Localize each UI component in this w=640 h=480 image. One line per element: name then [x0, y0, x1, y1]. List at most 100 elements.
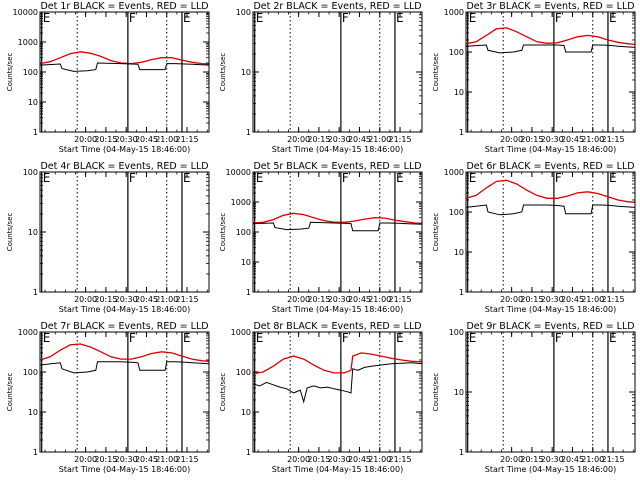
- x-axis-label: Start Time (04-May-15 18:46:00): [272, 465, 403, 474]
- detector-panel-4: Det 4r BLACK = Events, RED = LLD Counts/s…: [6, 161, 210, 314]
- panel-title: Det 3r BLACK = Events, RED = LLD: [466, 1, 634, 12]
- plot-frame: [39, 331, 210, 453]
- x-tick-label: 21:15: [601, 295, 624, 304]
- panel-title: Det 6r BLACK = Events, RED = LLD: [466, 161, 634, 172]
- x-tick-label: 21:15: [388, 135, 411, 144]
- panel-title: Det 9r BLACK = Events, RED = LLD: [466, 321, 634, 332]
- x-tick-label: 21:15: [388, 295, 411, 304]
- x-tick-label: 20:45: [135, 295, 158, 304]
- x-tick-label: 20:45: [561, 295, 584, 304]
- y-tick-label: 10000: [226, 168, 251, 177]
- event-marker-label: E: [469, 331, 477, 345]
- event-marker-label: E: [396, 171, 404, 185]
- events-series-line: [252, 221, 423, 232]
- x-tick-label: 21:00: [368, 135, 391, 144]
- y-tick-label: 100: [23, 68, 38, 77]
- events-series-line: [252, 362, 423, 404]
- y-tick-label: 1: [33, 288, 38, 297]
- events-series-line: [39, 62, 210, 72]
- panel-title: Det 1r BLACK = Events, RED = LLD: [40, 1, 208, 12]
- x-axis-label: Start Time (04-May-15 18:46:00): [485, 145, 616, 154]
- x-tick-label: 20:00: [500, 295, 523, 304]
- event-marker-label: F: [555, 331, 562, 345]
- lld-series-line: [465, 27, 636, 46]
- panel-title: Det 8r BLACK = Events, RED = LLD: [253, 321, 421, 332]
- y-tick-label: 100: [449, 208, 464, 217]
- event-marker-label: E: [469, 11, 477, 25]
- y-axis-label: Counts/sec: [219, 53, 227, 92]
- x-tick-label: 21:00: [368, 295, 391, 304]
- x-axis-label: Start Time (04-May-15 18:46:00): [59, 465, 190, 474]
- event-marker-label: E: [183, 171, 191, 185]
- event-marker-label: E: [256, 331, 264, 345]
- plot-frame: [465, 11, 636, 133]
- x-tick-label: 20:00: [287, 455, 310, 464]
- x-axis-label: Start Time (04-May-15 18:46:00): [485, 465, 616, 474]
- y-tick-label: 1: [246, 128, 251, 137]
- x-tick-label: 20:15: [520, 295, 543, 304]
- x-axis-label: Start Time (04-May-15 18:46:00): [59, 145, 190, 154]
- x-tick-label: 21:15: [388, 455, 411, 464]
- lld-series-line: [252, 352, 423, 375]
- y-axis-label: Counts/sec: [432, 373, 440, 412]
- detector-panel-5: Det 5r BLACK = Events, RED = LLD Counts/s…: [219, 161, 423, 314]
- y-tick-label: 1: [459, 448, 464, 457]
- y-tick-label: 1: [33, 448, 38, 457]
- y-tick-label: 1: [33, 128, 38, 137]
- event-marker-label: E: [609, 331, 617, 345]
- x-tick-label: 20:15: [520, 135, 543, 144]
- y-tick-label: 10000: [13, 8, 38, 17]
- detector-panel-2: Det 2r BLACK = Events, RED = LLD Counts/s…: [219, 1, 423, 154]
- y-tick-label: 1: [246, 448, 251, 457]
- plot-frame: [252, 11, 423, 133]
- detector-panel-9: Det 9r BLACK = Events, RED = LLD Counts/s…: [432, 321, 636, 474]
- x-tick-label: 20:15: [307, 135, 330, 144]
- detector-panel-6: Det 6r BLACK = Events, RED = LLD Counts/s…: [432, 161, 636, 314]
- panel-title: Det 7r BLACK = Events, RED = LLD: [40, 321, 208, 332]
- y-axis-label: Counts/sec: [432, 213, 440, 252]
- plot-frame: [39, 11, 210, 133]
- y-axis-label: Counts/sec: [219, 213, 227, 252]
- y-tick-label: 10: [28, 98, 38, 107]
- event-marker-label: F: [342, 331, 349, 345]
- x-tick-label: 20:30: [541, 135, 564, 144]
- y-tick-label: 100: [23, 168, 38, 177]
- x-tick-label: 20:15: [520, 455, 543, 464]
- events-series-line: [39, 361, 210, 374]
- event-marker-label: E: [396, 331, 404, 345]
- x-tick-label: 21:00: [368, 455, 391, 464]
- event-marker-label: E: [43, 11, 51, 25]
- x-tick-label: 20:45: [348, 135, 371, 144]
- plot-frame: [465, 171, 636, 293]
- y-tick-label: 100: [236, 368, 251, 377]
- x-tick-label: 20:30: [115, 135, 138, 144]
- event-marker-label: E: [43, 171, 51, 185]
- x-tick-label: 20:00: [74, 455, 97, 464]
- y-axis-label: Counts/sec: [6, 373, 14, 412]
- lld-series-line: [39, 51, 210, 65]
- x-tick-label: 20:15: [94, 295, 117, 304]
- event-marker-label: F: [555, 11, 562, 25]
- y-tick-label: 1000: [231, 328, 251, 337]
- y-tick-label: 1000: [18, 328, 38, 337]
- x-tick-label: 20:45: [348, 455, 371, 464]
- x-tick-label: 20:30: [328, 295, 351, 304]
- plot-frame: [39, 171, 210, 293]
- x-tick-label: 21:00: [581, 135, 604, 144]
- event-marker-label: E: [256, 11, 264, 25]
- x-tick-label: 21:00: [581, 455, 604, 464]
- event-marker-label: E: [183, 331, 191, 345]
- y-tick-label: 10: [241, 68, 251, 77]
- x-tick-label: 20:30: [541, 455, 564, 464]
- event-marker-label: E: [609, 11, 617, 25]
- event-marker-label: E: [396, 11, 404, 25]
- y-tick-label: 100: [449, 328, 464, 337]
- x-tick-label: 20:30: [328, 135, 351, 144]
- lld-series-line: [252, 212, 423, 224]
- y-tick-label: 1000: [18, 38, 38, 47]
- y-tick-label: 1000: [444, 8, 464, 17]
- event-marker-label: E: [183, 11, 191, 25]
- y-tick-label: 1: [246, 288, 251, 297]
- y-tick-label: 100: [236, 228, 251, 237]
- x-tick-label: 20:00: [74, 295, 97, 304]
